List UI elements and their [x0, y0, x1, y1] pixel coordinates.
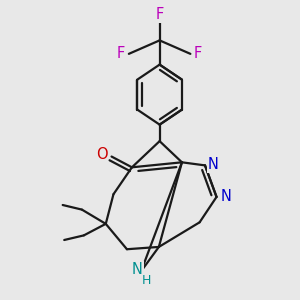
Text: F: F	[155, 7, 164, 22]
Text: F: F	[117, 46, 125, 61]
Text: N: N	[208, 157, 219, 172]
Text: N: N	[132, 262, 143, 278]
Text: O: O	[96, 147, 107, 162]
Text: N: N	[220, 189, 231, 204]
Text: F: F	[194, 46, 202, 61]
Text: H: H	[142, 274, 151, 287]
